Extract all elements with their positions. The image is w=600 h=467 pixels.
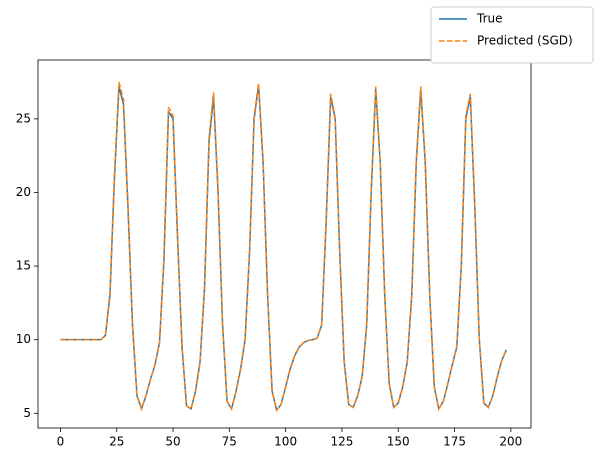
axes-frame — [37, 59, 532, 429]
y-tick-label: 15 — [16, 259, 31, 273]
y-tick-label: 10 — [16, 332, 31, 346]
x-tick-label: 0 — [57, 435, 65, 449]
legend-label: True — [476, 12, 503, 26]
x-tick-label: 75 — [222, 435, 237, 449]
x-tick-label: 200 — [499, 435, 522, 449]
x-tick-label: 25 — [109, 435, 124, 449]
x-tick-label: 100 — [274, 435, 297, 449]
x-tick-label: 175 — [443, 435, 466, 449]
series-line — [60, 84, 508, 413]
y-tick-label: 25 — [16, 111, 31, 125]
series-line — [60, 81, 508, 413]
x-tick-label: 50 — [165, 435, 180, 449]
legend-label: Predicted (SGD) — [477, 34, 573, 48]
x-tick-label: 150 — [387, 435, 410, 449]
legend-box — [430, 6, 594, 64]
y-tick-label: 20 — [16, 185, 31, 199]
x-tick-label: 125 — [330, 435, 353, 449]
y-tick-label: 5 — [23, 406, 31, 420]
